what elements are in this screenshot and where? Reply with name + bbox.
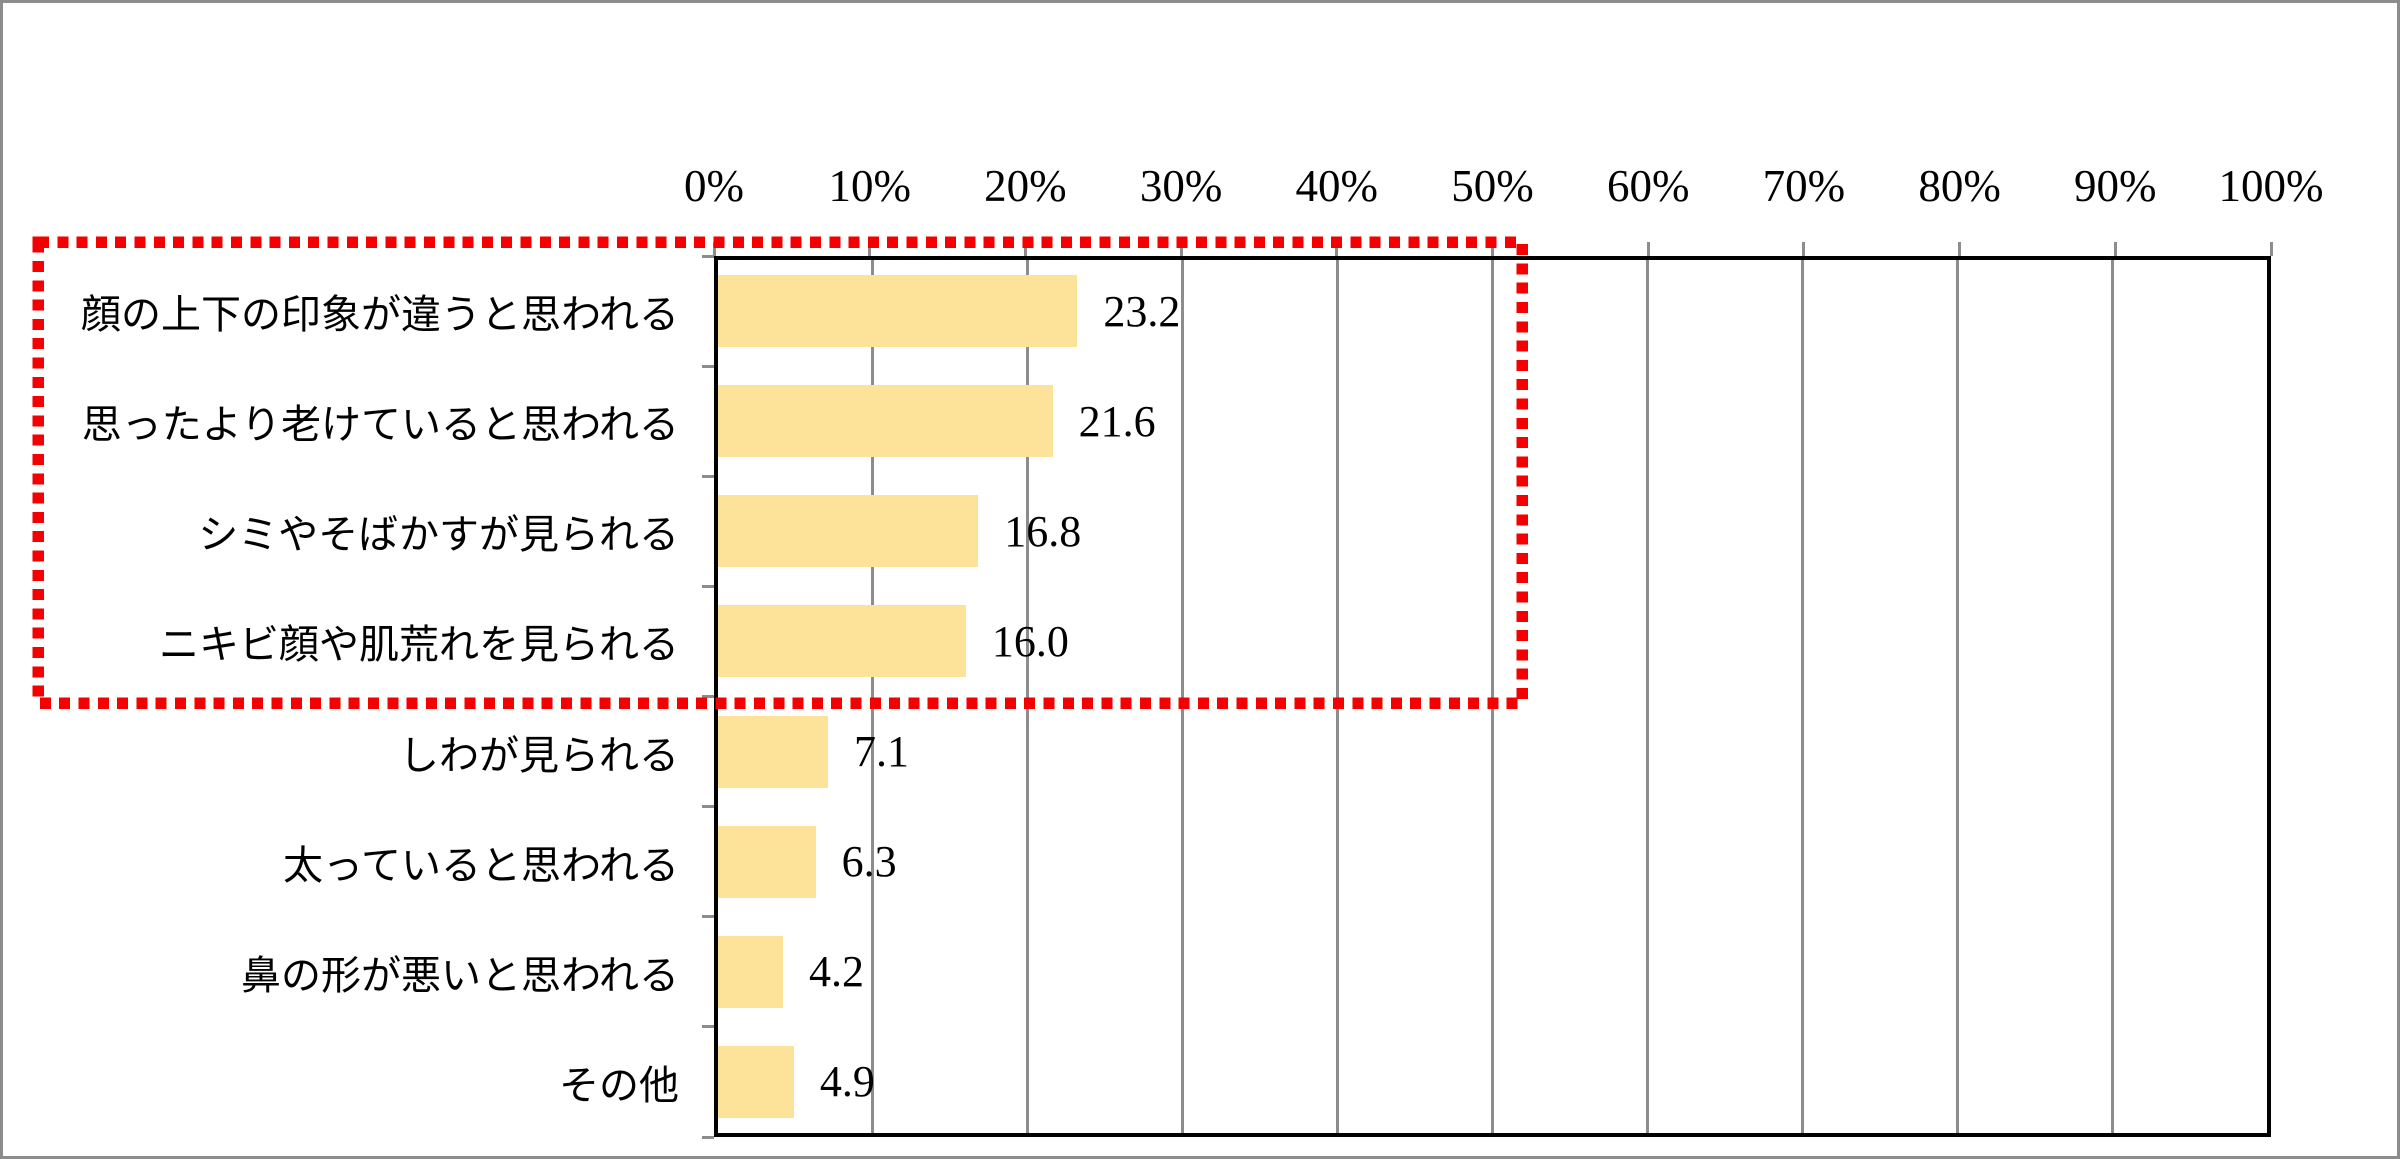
x-axis-tick-label: 40% — [1295, 161, 1379, 211]
gridline — [1181, 260, 1185, 1133]
gridline — [1336, 260, 1340, 1133]
x-axis-tick-mark — [1646, 242, 1650, 256]
category-axis-tick-mark — [702, 1135, 714, 1139]
gridline — [1645, 260, 1649, 1133]
x-axis-tick-label: 30% — [1139, 161, 1223, 211]
x-axis-tick-label: 20% — [984, 161, 1067, 211]
gridline — [1491, 260, 1494, 1133]
x-axis-tick-mark — [1958, 242, 1962, 256]
bar — [718, 385, 1053, 458]
bar — [718, 275, 1078, 348]
category-label: その他 — [559, 1062, 679, 1108]
category-axis-tick-mark — [702, 805, 714, 809]
x-axis-tick-label: 60% — [1606, 161, 1690, 211]
gridline — [2110, 260, 2114, 1133]
bar — [718, 1045, 794, 1118]
category-axis-tick-mark — [702, 254, 714, 258]
x-axis-tick-label: 0% — [684, 161, 744, 211]
bar — [718, 935, 784, 1008]
value-label: 21.6 — [1078, 396, 1156, 446]
category-label: 鼻の形が悪いと思われる — [241, 952, 679, 998]
x-axis-tick-mark — [1802, 242, 1806, 256]
value-label: 4.2 — [809, 947, 865, 997]
category-axis-tick-mark — [702, 364, 714, 368]
value-label: 4.9 — [819, 1057, 875, 1107]
x-axis-tick-label: 100% — [2218, 161, 2324, 211]
plot-area — [714, 256, 2271, 1137]
bar — [718, 605, 966, 678]
value-label: 16.0 — [991, 616, 1069, 666]
x-axis-tick-mark — [1491, 242, 1494, 256]
gridline — [1800, 260, 1804, 1133]
x-axis-tick-label: 50% — [1451, 161, 1534, 211]
gridline — [1955, 260, 1959, 1133]
category-label: 思ったより老けていると思われる — [81, 402, 679, 448]
x-axis-tick-mark — [1179, 242, 1183, 256]
category-label: ニキビ顔や肌荒れを見られる — [159, 622, 679, 668]
x-axis-tick-label: 80% — [1918, 161, 2001, 211]
x-axis-tick-label: 10% — [828, 161, 911, 211]
x-axis-tick-label: 70% — [1762, 161, 1846, 211]
category-label: シミやそばかすが見られる — [198, 512, 679, 558]
category-axis-tick-mark — [702, 695, 714, 698]
value-label: 7.1 — [853, 727, 909, 777]
value-label: 16.8 — [1004, 506, 1082, 556]
x-axis-tick-mark — [1023, 242, 1027, 256]
category-axis-tick-mark — [702, 584, 714, 588]
x-axis-tick-mark — [1335, 242, 1339, 256]
x-axis-tick-mark — [2269, 242, 2273, 256]
value-label: 6.3 — [841, 837, 897, 887]
bar — [718, 715, 828, 788]
x-axis-tick-mark — [2113, 242, 2117, 256]
x-axis-tick-mark — [868, 242, 872, 256]
bar — [718, 495, 979, 568]
x-axis-tick-label: 90% — [2074, 161, 2157, 211]
category-label: 太っていると思われる — [283, 842, 679, 888]
category-label: 顔の上下の印象が違うと思われる — [81, 292, 679, 338]
category-label: しわが見られる — [399, 732, 679, 778]
category-axis-tick-mark — [702, 1025, 714, 1029]
category-axis-tick-mark — [702, 915, 714, 919]
bar — [718, 825, 816, 898]
category-axis-tick-mark — [702, 474, 714, 478]
value-label: 23.2 — [1103, 286, 1181, 336]
